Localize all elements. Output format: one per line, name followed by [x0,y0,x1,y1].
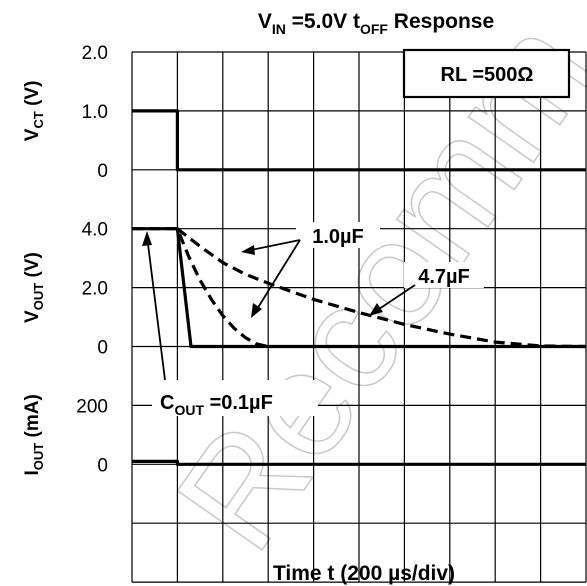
condition-box-frame [402,48,571,99]
y-axis-label: IOUT (mA) [22,394,46,475]
label-4-7uF: 4.7µF [418,266,470,288]
annotations: 1.0µF 4.7µF COUT =0.1µF [142,222,484,418]
y-axis-label: VOUT (V) [22,252,46,323]
arrow-cout-head [142,231,152,246]
tick-label: 0 [97,161,108,182]
y-axis-labels: VCT (V) VOUT (V) IOUT (mA) [22,81,46,476]
label-cout-bg [152,380,318,416]
arrow-1uF-a [253,239,301,315]
x-axis-label: Time t (200 µs/div) [273,562,455,585]
arrow-1uF-b-head [241,245,255,255]
label-cout: COUT =0.1µF [160,392,273,418]
condition-box-label: RL =500Ω [441,64,534,86]
arrow-1uF-b [245,239,301,252]
tick-label: 0 [97,338,108,359]
condition-box: RL =500Ω [402,48,571,99]
tick-labels: 2.0 1.0 0 4.0 2.0 0 200 0 [76,43,108,476]
solid-series-line [132,459,586,466]
tick-label: 2.0 [82,43,108,64]
tick-label: 200 [76,396,108,417]
tick-label: 2.0 [82,279,108,300]
tick-label: 4.0 [82,220,108,241]
arrow-cout [146,235,166,381]
arrow-4-7uF-head [369,303,383,316]
traces [132,109,587,466]
dashed-series-line [176,227,587,349]
y-axis-label: VCT (V) [22,81,46,142]
solid-series-line [132,109,586,172]
dashed-series-line [132,227,269,349]
x-axis-title: Time t (200 µs/div) [273,562,455,585]
label-1uF-bg [296,222,380,248]
tick-label: 0 [97,455,108,476]
label-4-7uF-bg [404,262,484,288]
arrow-1uF-a-head [251,303,262,318]
tick-label: 1.0 [82,102,108,123]
chart-title-text: VIN =5.0V tOFF Response [258,10,494,37]
label-1uF: 1.0µF [312,226,364,248]
chart-title: VIN =5.0V tOFF Response [258,10,494,37]
